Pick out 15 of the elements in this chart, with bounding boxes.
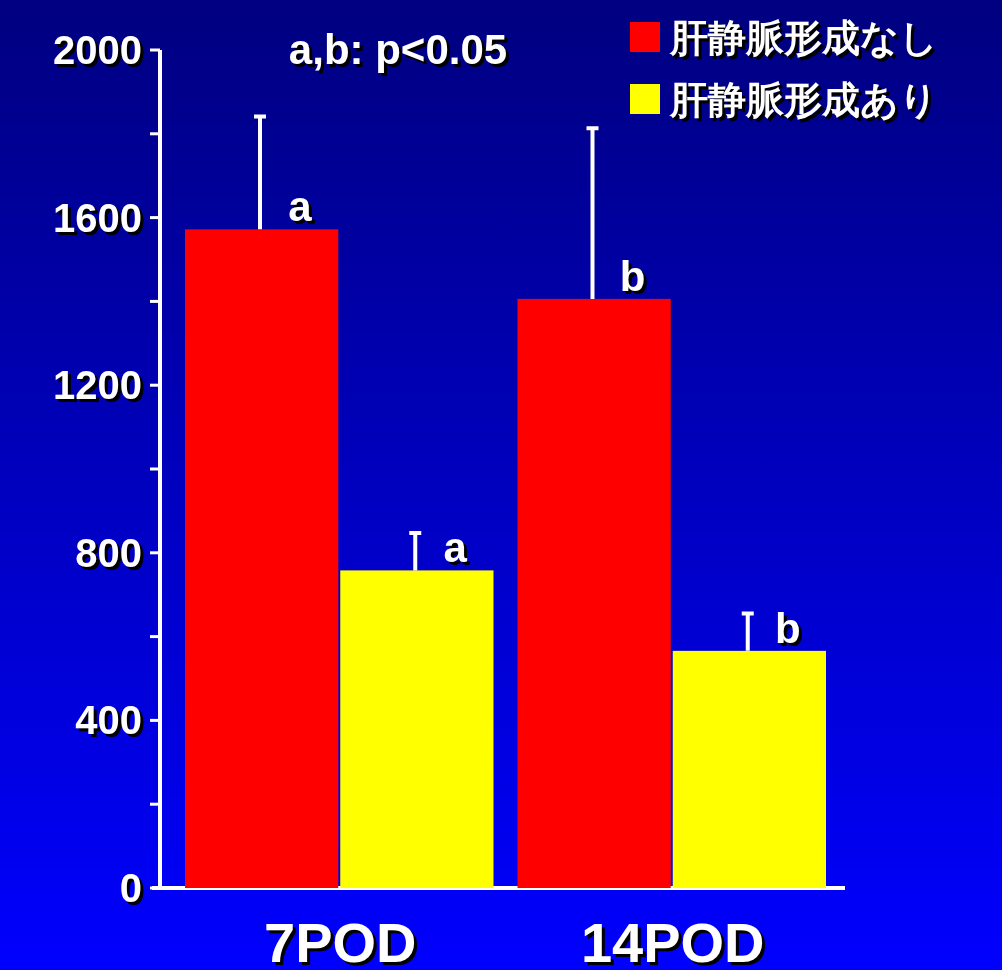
annotation: b (619, 252, 646, 300)
x-tick-label: 7POD (264, 911, 417, 970)
annotation: a (443, 524, 468, 572)
y-tick-label: 400 (75, 698, 142, 743)
annotation: a,b: p<0.05 (288, 26, 508, 73)
y-tick-label: 0 (119, 866, 142, 910)
annotation: b (774, 604, 801, 652)
annotation: a (288, 183, 313, 231)
y-tick-label: 800 (75, 530, 142, 575)
legend-label: 肝静脈形成あり (669, 79, 938, 121)
legend-label: 肝静脈形成なし (669, 17, 938, 59)
y-tick-label: 1600 (53, 195, 142, 240)
y-tick-label: 2000 (53, 28, 142, 72)
x-tick-label: 14POD (580, 911, 765, 970)
y-tick-label: 1200 (53, 363, 142, 408)
